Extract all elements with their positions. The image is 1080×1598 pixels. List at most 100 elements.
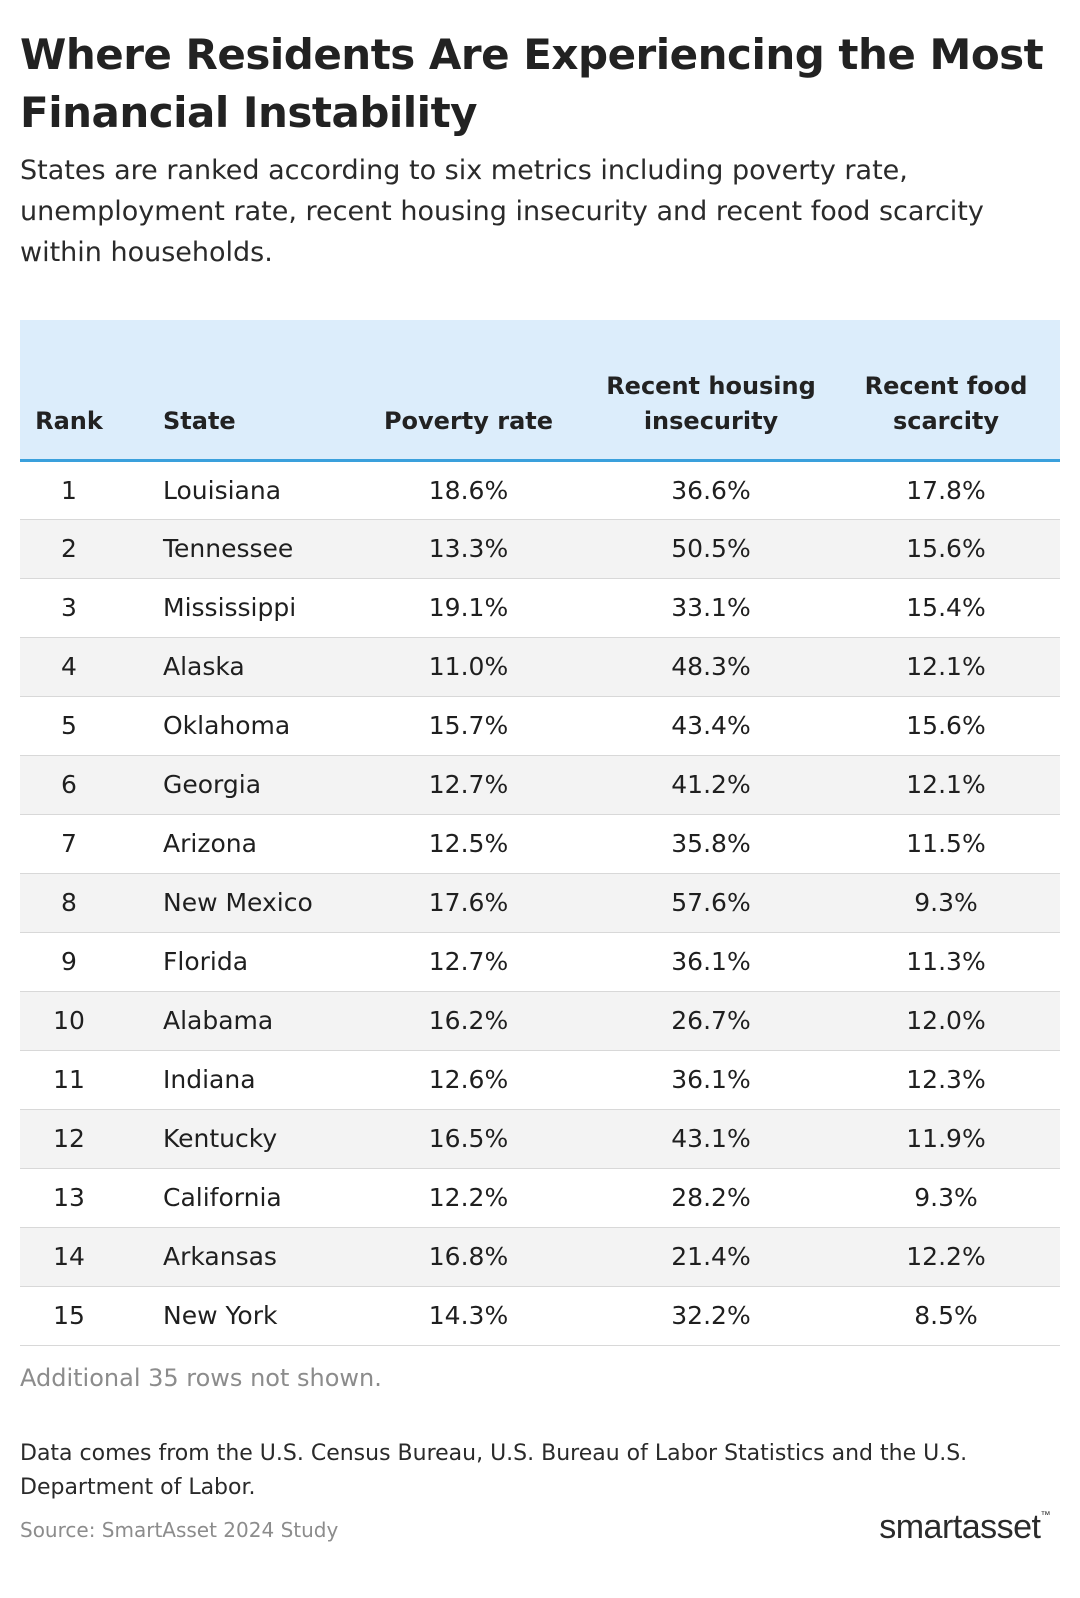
table-row: 10 Alabama 16.2% 26.7% 12.0%	[20, 991, 1060, 1051]
cell-housing-insecurity: 26.7%	[590, 991, 832, 1051]
cell-poverty-rate: 16.5%	[347, 1109, 590, 1169]
cell-rank: 11	[20, 1050, 118, 1110]
cell-poverty-rate: 11.0%	[347, 637, 590, 697]
cell-housing-insecurity: 36.1%	[590, 932, 832, 992]
cell-rank: 4	[20, 637, 118, 697]
cell-poverty-rate: 18.6%	[347, 460, 590, 520]
cell-state: Louisiana	[118, 460, 347, 520]
cell-food-scarcity: 11.9%	[832, 1109, 1060, 1169]
cell-housing-insecurity: 41.2%	[590, 755, 832, 815]
cell-food-scarcity: 9.3%	[832, 873, 1060, 933]
cell-rank: 1	[20, 460, 118, 520]
cell-housing-insecurity: 43.1%	[590, 1109, 832, 1169]
table-row: 12 Kentucky 16.5% 43.1% 11.9%	[20, 1109, 1060, 1169]
cell-housing-insecurity: 21.4%	[590, 1227, 832, 1287]
cell-state: California	[118, 1168, 347, 1228]
cell-housing-insecurity: 32.2%	[590, 1286, 832, 1346]
table-row: 7 Arizona 12.5% 35.8% 11.5%	[20, 814, 1060, 874]
cell-rank: 6	[20, 755, 118, 815]
cell-food-scarcity: 12.2%	[832, 1227, 1060, 1287]
cell-poverty-rate: 12.7%	[347, 755, 590, 815]
table-row: 15 New York 14.3% 32.2% 8.5%	[20, 1286, 1060, 1346]
cell-poverty-rate: 16.2%	[347, 991, 590, 1051]
cell-poverty-rate: 16.8%	[347, 1227, 590, 1287]
cell-housing-insecurity: 33.1%	[590, 578, 832, 638]
cell-rank: 9	[20, 932, 118, 992]
header-row: Rank State Poverty rate Recent housing i…	[20, 320, 1060, 462]
cell-poverty-rate: 15.7%	[347, 696, 590, 756]
cell-state: Mississippi	[118, 578, 347, 638]
cell-state: Arizona	[118, 814, 347, 874]
cell-housing-insecurity: 43.4%	[590, 696, 832, 756]
cell-food-scarcity: 17.8%	[832, 460, 1060, 520]
cell-poverty-rate: 14.3%	[347, 1286, 590, 1346]
cell-state: Florida	[118, 932, 347, 992]
cell-food-scarcity: 12.3%	[832, 1050, 1060, 1110]
cell-food-scarcity: 12.1%	[832, 755, 1060, 815]
cell-rank: 7	[20, 814, 118, 874]
column-header-rank: Rank	[20, 320, 118, 462]
table-row: 9 Florida 12.7% 36.1% 11.3%	[20, 932, 1060, 992]
table-header: Rank State Poverty rate Recent housing i…	[20, 320, 1060, 462]
cell-housing-insecurity: 50.5%	[590, 519, 832, 579]
table-row: 4 Alaska 11.0% 48.3% 12.1%	[20, 637, 1060, 697]
table-row: 13 California 12.2% 28.2% 9.3%	[20, 1168, 1060, 1228]
table-row: 1 Louisiana 18.6% 36.6% 17.8%	[20, 460, 1060, 520]
cell-poverty-rate: 13.3%	[347, 519, 590, 579]
cell-poverty-rate: 12.2%	[347, 1168, 590, 1228]
cell-food-scarcity: 12.1%	[832, 637, 1060, 697]
column-header-state: State	[118, 320, 347, 462]
ranking-table: Rank State Poverty rate Recent housing i…	[20, 320, 1060, 1346]
table-row: 2 Tennessee 13.3% 50.5% 15.6%	[20, 519, 1060, 579]
column-header-food-scarcity: Recent food scarcity	[832, 320, 1060, 462]
table-row: 8 New Mexico 17.6% 57.6% 9.3%	[20, 873, 1060, 933]
cell-food-scarcity: 8.5%	[832, 1286, 1060, 1346]
cell-state: Tennessee	[118, 519, 347, 579]
cell-state: Indiana	[118, 1050, 347, 1110]
table-row: 3 Mississippi 19.1% 33.1% 15.4%	[20, 578, 1060, 638]
cell-rank: 3	[20, 578, 118, 638]
smartasset-logo: smartasset™	[879, 1508, 1050, 1547]
cell-poverty-rate: 12.6%	[347, 1050, 590, 1110]
column-header-housing-insecurity: Recent housing insecurity	[590, 320, 832, 462]
cell-poverty-rate: 19.1%	[347, 578, 590, 638]
source-credit: Source: SmartAsset 2024 Study	[20, 1518, 339, 1542]
logo-text: smartasset	[879, 1508, 1041, 1546]
table-row: 5 Oklahoma 15.7% 43.4% 15.6%	[20, 696, 1060, 756]
cell-rank: 5	[20, 696, 118, 756]
cell-housing-insecurity: 36.1%	[590, 1050, 832, 1110]
cell-rank: 14	[20, 1227, 118, 1287]
page-title: Where Residents Are Experiencing the Mos…	[20, 30, 1044, 137]
data-source-note: Data comes from the U.S. Census Bureau, …	[20, 1441, 968, 1500]
cell-food-scarcity: 15.6%	[832, 696, 1060, 756]
column-header-poverty-rate: Poverty rate	[347, 320, 590, 462]
table-body: 1 Louisiana 18.6% 36.6% 17.8% 2 Tennessee 13.3%…	[20, 460, 1060, 1346]
cell-state: Arkansas	[118, 1227, 347, 1287]
table-row: 11 Indiana 12.6% 36.1% 12.3%	[20, 1050, 1060, 1110]
cell-poverty-rate: 17.6%	[347, 873, 590, 933]
cell-state: Oklahoma	[118, 696, 347, 756]
cell-state: Georgia	[118, 755, 347, 815]
cell-rank: 10	[20, 991, 118, 1051]
cell-state: Kentucky	[118, 1109, 347, 1169]
cell-food-scarcity: 15.6%	[832, 519, 1060, 579]
cell-rank: 2	[20, 519, 118, 579]
cell-state: New York	[118, 1286, 347, 1346]
cell-housing-insecurity: 48.3%	[590, 637, 832, 697]
cell-housing-insecurity: 36.6%	[590, 460, 832, 520]
cell-rank: 8	[20, 873, 118, 933]
cell-food-scarcity: 12.0%	[832, 991, 1060, 1051]
cell-housing-insecurity: 28.2%	[590, 1168, 832, 1228]
cell-housing-insecurity: 35.8%	[590, 814, 832, 874]
cell-state: Alabama	[118, 991, 347, 1051]
cell-food-scarcity: 11.3%	[832, 932, 1060, 992]
cell-poverty-rate: 12.7%	[347, 932, 590, 992]
cell-rank: 13	[20, 1168, 118, 1228]
cell-food-scarcity: 15.4%	[832, 578, 1060, 638]
cell-state: New Mexico	[118, 873, 347, 933]
cell-rank: 12	[20, 1109, 118, 1169]
table-row: 14 Arkansas 16.8% 21.4% 12.2%	[20, 1227, 1060, 1287]
table-row: 6 Georgia 12.7% 41.2% 12.1%	[20, 755, 1060, 815]
ranking-table-wrapper: Rank State Poverty rate Recent housing i…	[20, 320, 1060, 1346]
cell-housing-insecurity: 57.6%	[590, 873, 832, 933]
